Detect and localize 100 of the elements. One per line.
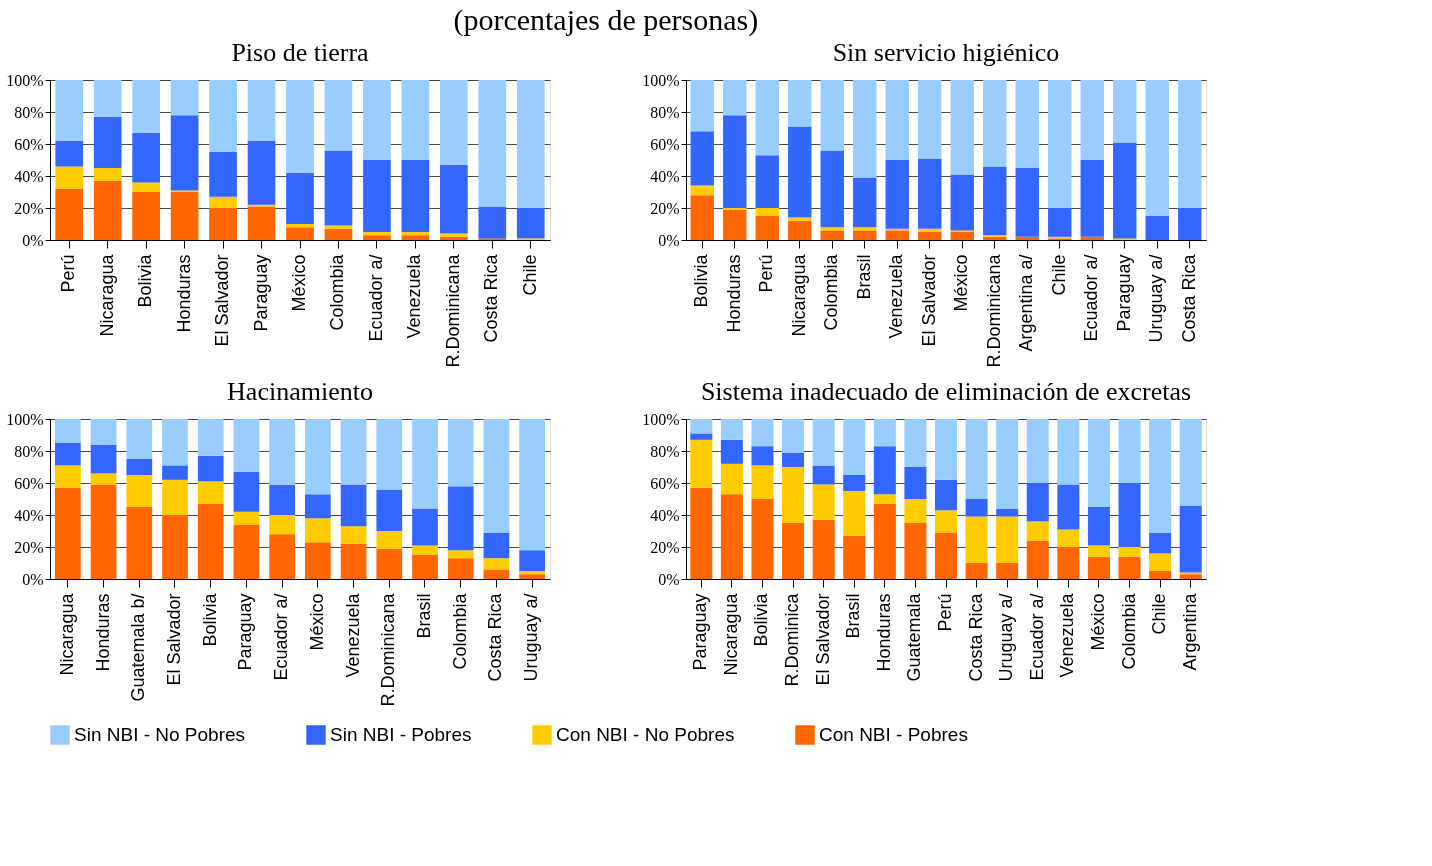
x-tick-label: Venezuela (886, 253, 907, 339)
bar (1179, 505, 1202, 573)
bar (324, 225, 353, 229)
bar (1015, 80, 1039, 168)
y-tick-label: 60% (650, 135, 680, 153)
y-tick-label: 100% (6, 410, 44, 428)
x-tick-label: R.Dominicana (442, 253, 463, 368)
y-tick-label: 0% (22, 570, 44, 588)
bar (170, 80, 199, 116)
bar (720, 463, 743, 495)
bar (55, 487, 81, 579)
bar (1149, 532, 1172, 554)
bar (1026, 419, 1049, 483)
bar (904, 523, 927, 579)
bar (286, 80, 314, 173)
bar (690, 80, 714, 132)
bar (918, 228, 942, 232)
bar (447, 419, 474, 487)
bar (1087, 419, 1110, 507)
bar (1178, 208, 1202, 240)
bar (751, 446, 774, 466)
x-tick-label: Argentina a/ (1016, 254, 1037, 352)
bar (197, 503, 224, 579)
bar (885, 230, 909, 240)
bar (1057, 529, 1080, 547)
bar (1057, 419, 1080, 485)
bar (1087, 545, 1110, 557)
bar (516, 80, 545, 208)
text: (porcentajes de personas) (453, 2, 759, 37)
x-tick-label: Paraguay (235, 593, 256, 671)
y-tick-label: 0% (658, 570, 680, 588)
x-tick-label: Nicaragua (56, 592, 77, 676)
bar (401, 235, 430, 240)
bar (55, 166, 84, 189)
bar (965, 563, 988, 579)
bar (918, 158, 942, 229)
bar (55, 465, 81, 488)
bar (269, 484, 295, 515)
bar (132, 132, 160, 183)
bar (934, 510, 958, 533)
x-tick-label: Guatemala b/ (128, 593, 149, 702)
chart-title: Hacinamiento (227, 377, 373, 406)
x-tick-label: Uruguay a/ (521, 593, 542, 682)
bar (376, 531, 403, 549)
bar (820, 150, 844, 228)
bar (132, 182, 160, 192)
bar (286, 172, 314, 224)
bar (269, 419, 295, 485)
bar (782, 523, 805, 579)
bar (755, 155, 779, 208)
bar (1179, 419, 1202, 506)
bar (401, 80, 430, 160)
y-tick-label: 80% (14, 103, 44, 121)
chart-title: Piso de tierra (231, 38, 370, 67)
x-tick-label: Paraguay (250, 254, 271, 332)
bar (126, 419, 153, 459)
bar (478, 80, 507, 207)
x-tick-label: Colombia (327, 253, 348, 331)
bar (363, 235, 391, 240)
bar (519, 550, 545, 571)
bar (305, 518, 331, 543)
bar (1015, 168, 1039, 237)
bar (126, 507, 153, 579)
x-tick-label: México (289, 254, 309, 312)
x-tick-label: Venezuela (1057, 592, 1078, 678)
bar (904, 419, 927, 467)
bar (363, 160, 391, 232)
x-tick-label: El Salvador (164, 593, 184, 686)
bar (1178, 80, 1202, 208)
bar (873, 494, 896, 504)
bar (440, 164, 468, 234)
chart-title: Sistema inadecuado de eliminación de excretas (700, 377, 1192, 406)
bar (1048, 208, 1072, 237)
bar (55, 419, 81, 443)
bar (885, 80, 909, 160)
bar (55, 188, 84, 240)
bar (853, 80, 877, 178)
bar (162, 515, 188, 579)
bar (812, 484, 835, 520)
x-tick-label: Bolivia (751, 592, 772, 647)
bar (918, 80, 942, 159)
x-tick-label: Honduras (723, 254, 744, 333)
bar (1080, 160, 1104, 237)
x-tick-label: México (951, 254, 972, 312)
bar (983, 166, 1007, 236)
bar (55, 443, 81, 466)
bar (843, 475, 866, 491)
bar (788, 217, 812, 221)
y-tick-label: 100% (642, 71, 680, 89)
bar (843, 535, 866, 579)
x-tick-label: Costa Rica (965, 592, 986, 682)
y-tick-label: 20% (14, 538, 44, 556)
bar (1057, 547, 1080, 579)
bar (690, 487, 713, 579)
y-tick-label: 80% (14, 442, 44, 460)
bar (170, 115, 199, 191)
y-tick-label: 40% (14, 167, 44, 185)
bar (1026, 521, 1049, 541)
y-tick-label: 0% (22, 231, 44, 249)
x-tick-label: Brasil (853, 254, 874, 300)
